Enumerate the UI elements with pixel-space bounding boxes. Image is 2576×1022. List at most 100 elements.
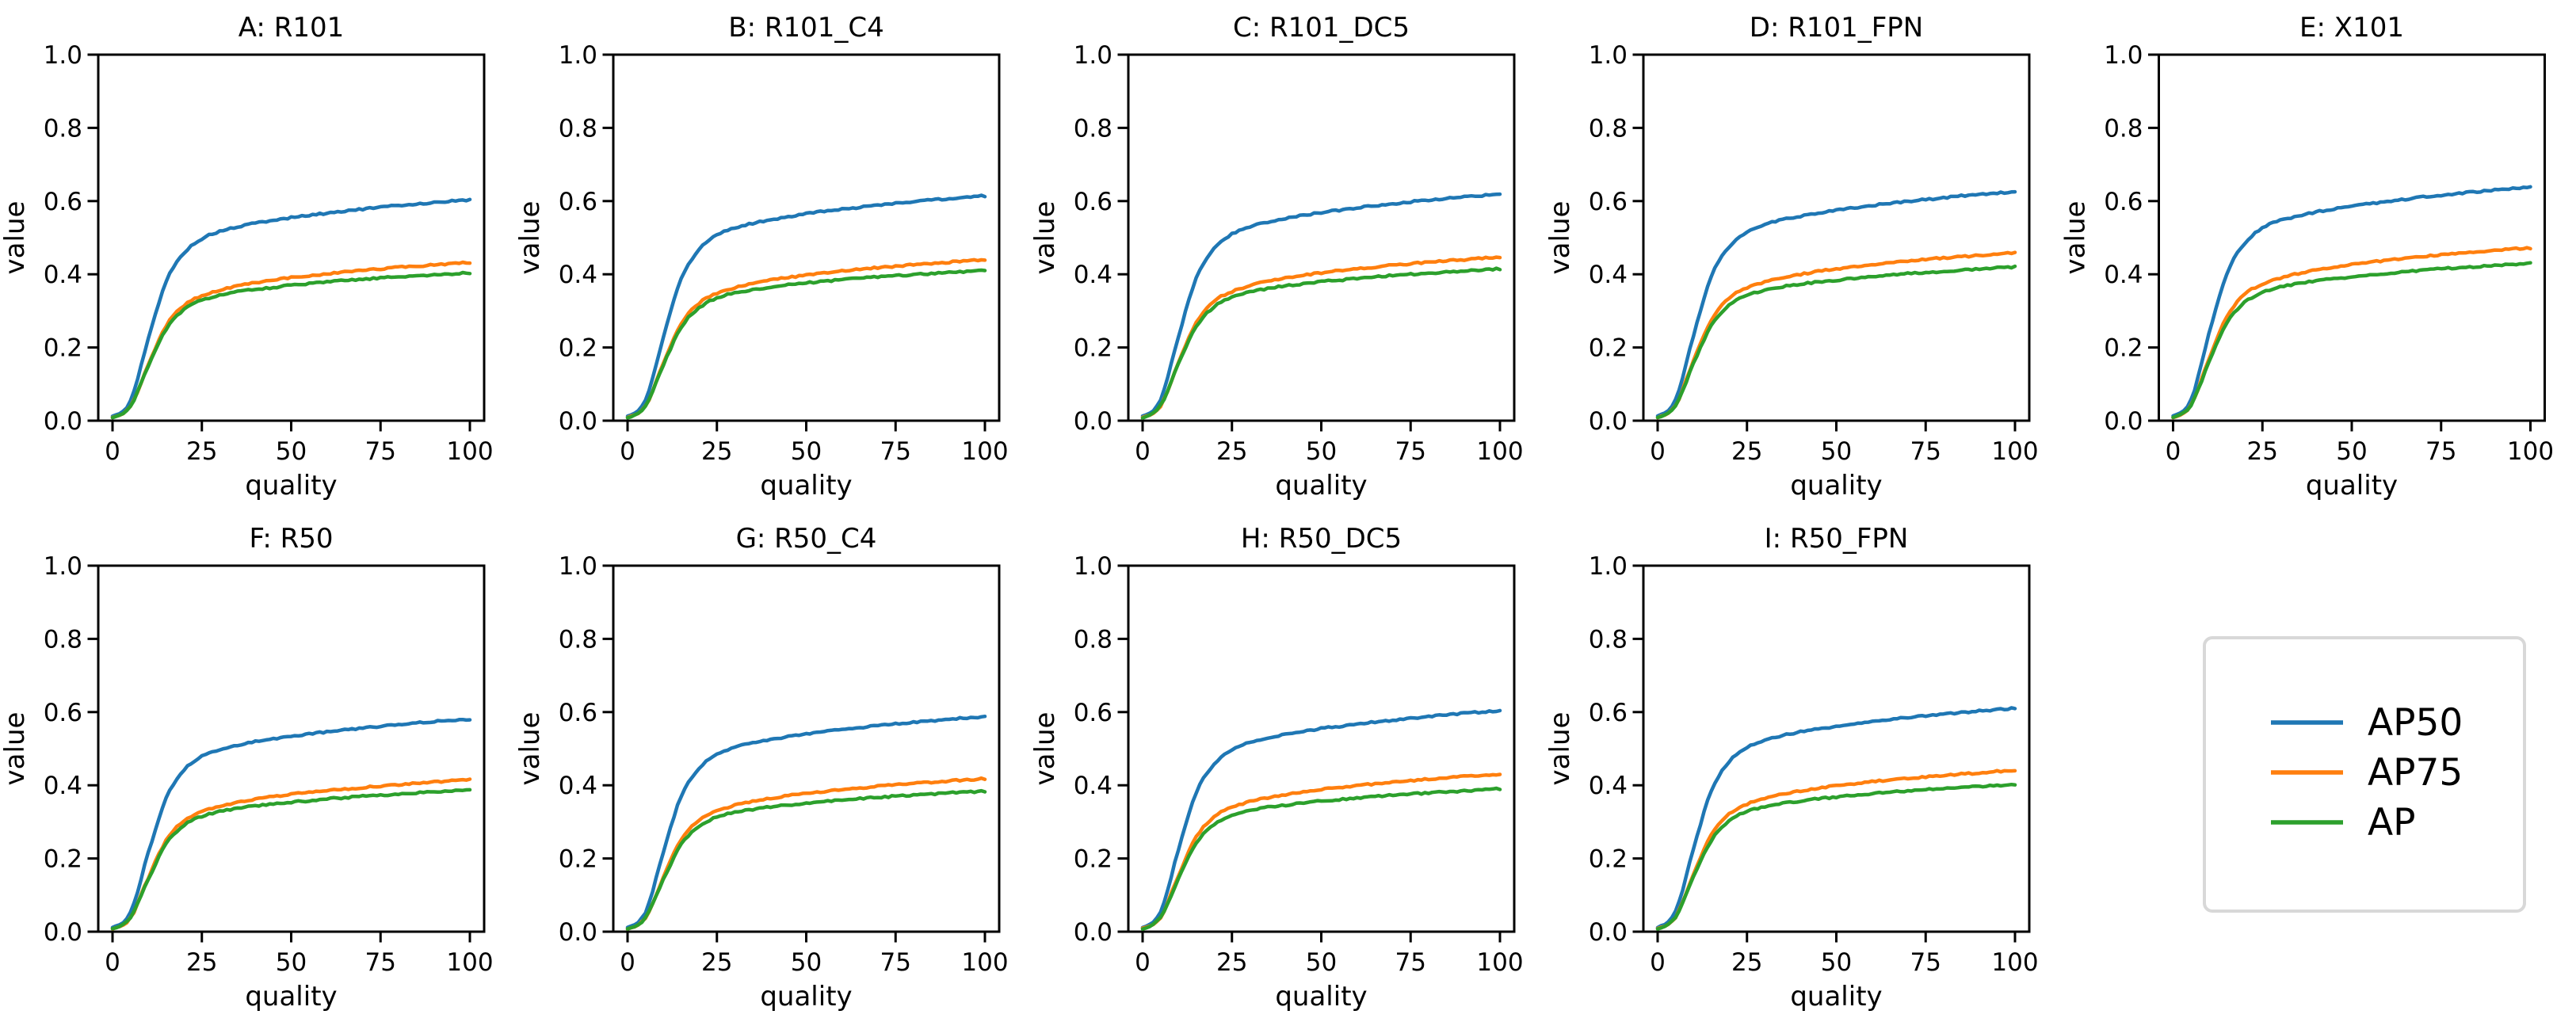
x-tick-label: 100 [1991,948,2038,977]
y-tick-label: 0.0 [44,407,82,436]
x-tick-label: 50 [2336,437,2367,466]
x-tick-label: 100 [1476,437,1523,466]
x-tick-label: 100 [1991,437,2038,466]
x-axis-label: quality [1275,981,1367,1012]
y-axis-label: value [0,201,31,275]
y-tick-label: 0.2 [559,334,597,363]
x-tick-label: 25 [1731,437,1762,466]
x-tick-label: 100 [446,437,493,466]
x-tick-label: 50 [791,948,822,977]
x-tick-label: 75 [1395,948,1426,977]
y-tick-label: 0.4 [1074,261,1112,289]
x-tick-label: 0 [1135,948,1151,977]
series-line-ap50 [110,197,472,418]
subplot-b-canvas: B: R101_C4 0 25 50 75 100 0.0 0.2 0.4 0.6 0.8 1.0 qu… [515,12,1009,501]
y-tick-label: 0.0 [1074,407,1112,436]
subplot-f-canvas: F: R50 0 25 50 75 100 0.0 0.2 0.4 0.6 0.8 1.0 qualit… [0,523,494,1012]
y-tick-label: 0.2 [2104,334,2143,363]
series-line-ap50 [2171,185,2532,418]
y-tick-label: 0.6 [1074,699,1112,727]
x-tick-label: 25 [701,437,732,466]
subplot-title: E: X101 [2299,12,2404,44]
subplot-i-canvas: I: R50_FPN 0 25 50 75 100 0.0 0.2 0.4 0.6 0.8 1.0 qu… [1545,523,2039,1012]
y-tick-label: 0.8 [559,114,597,143]
axes-spines [612,564,1001,933]
y-tick-label: 0.0 [2104,407,2143,436]
subplot-i-r50-fpn: I: R50_FPN 0 25 50 75 100 0.0 0.2 0.4 0.6 0.8 1.0 qu… [1545,511,2060,1022]
legend-label-ap75: AP75 [2368,751,2463,795]
subplot-e-x101: E: X101 0 25 50 75 100 0.0 0.2 0.4 0.6 0.8 1.0 quali… [2060,0,2576,511]
y-tick-label: 0.8 [1589,114,1628,143]
x-tick-label: 0 [620,948,635,977]
series-line-ap75 [1140,255,1502,420]
subplot-title: D: R101_FPN [1750,12,1923,44]
subplot-title: G: R50_C4 [736,523,877,555]
subplot-title: F: R50 [249,523,333,555]
series-line-ap75 [110,777,472,931]
axes-spines [1127,564,1516,933]
x-tick-label: 50 [1306,948,1337,977]
y-axis-label: value [1545,712,1576,786]
subplot-g-r50-c4: G: R50_C4 0 25 50 75 100 0.0 0.2 0.4 0.6 0.8 1.0 qua… [515,511,1030,1022]
series-line-ap50 [625,193,987,418]
series-line-ap [1140,266,1502,420]
legend-cell: AP50 AP75 AP [2060,511,2576,1022]
x-axis-label: quality [245,470,337,501]
y-tick-label: 0.4 [44,261,82,289]
y-tick-label: 1.0 [44,41,82,70]
y-axis-label: value [2060,201,2092,275]
y-axis-label: value [0,712,31,786]
legend-box [2203,636,2526,913]
x-axis-label: quality [760,470,852,501]
series-line-ap75 [1655,768,2017,931]
x-tick-label: 75 [365,948,396,977]
x-tick-label: 50 [791,437,822,466]
y-tick-label: 0.0 [44,918,82,947]
x-tick-label: 75 [1910,948,1941,977]
series-line-ap75 [1655,250,2017,420]
y-tick-label: 1.0 [1074,552,1112,581]
subplot-e-canvas: E: X101 0 25 50 75 100 0.0 0.2 0.4 0.6 0.8 1.0 quali… [2060,12,2554,501]
series-line-ap50 [1655,189,2017,418]
axes-spines [612,53,1001,422]
x-tick-label: 100 [2507,437,2554,466]
y-tick-label: 0.2 [1074,845,1112,874]
series-line-ap50 [625,714,987,929]
y-tick-label: 0.2 [1589,845,1628,874]
series-line-ap75 [625,776,987,931]
axes-spines [97,564,486,933]
y-axis-label: value [1545,201,1576,275]
y-tick-label: 1.0 [1074,41,1112,70]
y-tick-label: 0.6 [1589,699,1628,727]
axes-spines [2158,53,2546,422]
series-line-ap [110,787,472,931]
x-axis-label: quality [760,981,852,1012]
series-line-ap75 [110,260,472,420]
series-line-ap50 [1140,192,1502,418]
series-line-ap [625,788,987,931]
legend-label-ap: AP [2368,801,2416,845]
x-tick-label: 50 [1306,437,1337,466]
y-tick-label: 0.6 [1074,188,1112,216]
y-tick-label: 0.8 [44,625,82,654]
x-tick-label: 0 [2166,437,2181,466]
y-tick-label: 0.8 [1589,625,1628,654]
y-tick-label: 0.4 [559,772,597,800]
axes-spines [97,53,486,422]
y-tick-label: 0.6 [1589,188,1628,216]
x-tick-label: 50 [276,948,307,977]
subplot-d-r101-fpn: D: R101_FPN 0 25 50 75 100 0.0 0.2 0.4 0.6 0.8 1.0 q… [1545,0,2060,511]
series-line-ap75 [625,257,987,420]
x-tick-label: 25 [1216,948,1247,977]
series-line-ap [110,270,472,420]
y-tick-label: 0.4 [44,772,82,800]
y-tick-label: 0.0 [1589,407,1628,436]
x-tick-label: 100 [446,948,493,977]
x-tick-label: 75 [1395,437,1426,466]
y-tick-label: 0.8 [44,114,82,143]
y-tick-label: 1.0 [1589,41,1628,70]
x-tick-label: 100 [961,437,1008,466]
y-axis-label: value [1030,201,1061,275]
series-line-ap [1140,786,1502,931]
subplot-title: H: R50_DC5 [1241,523,1402,555]
